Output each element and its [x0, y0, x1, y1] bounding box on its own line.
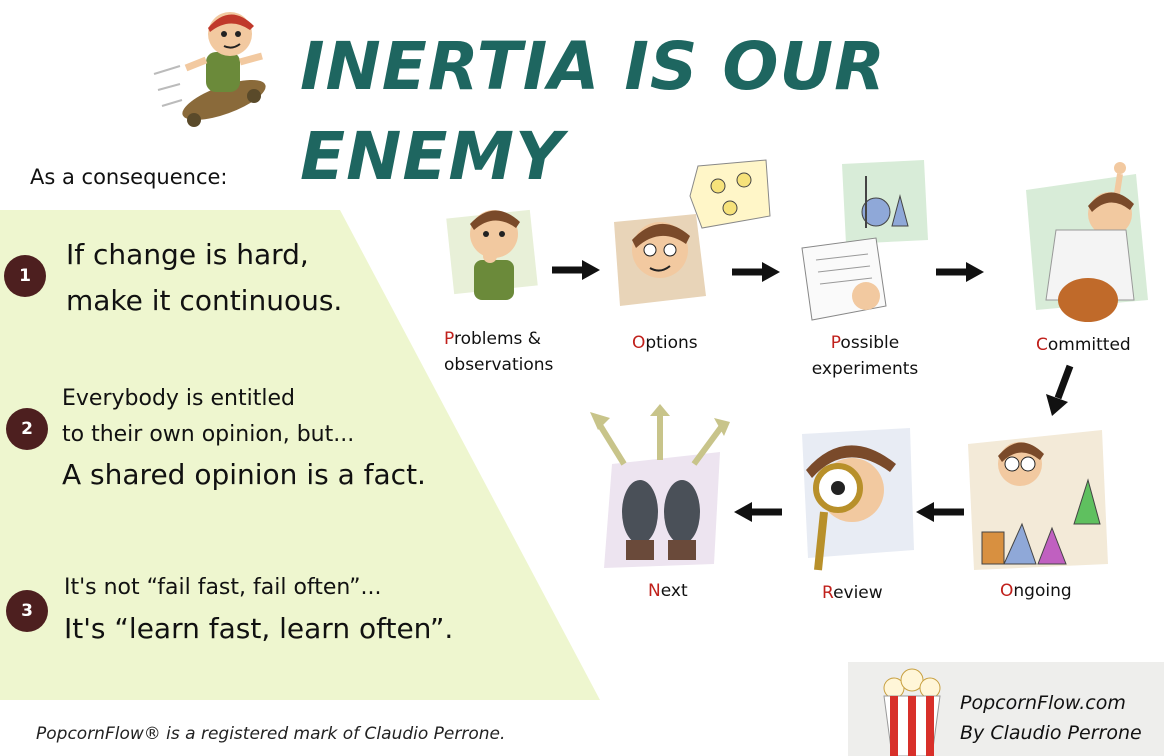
step-text: ext — [660, 581, 688, 601]
committed-scientist-icon — [1026, 162, 1148, 322]
point-2-line-2: to their own opinion, but... — [62, 422, 355, 447]
point-3-line-2: It's “learn fast, learn often”. — [64, 612, 454, 645]
intro-text: As a consequence: — [30, 165, 228, 189]
step-label-review: Review — [822, 580, 883, 606]
brand-author: By Claudio Perrone — [960, 722, 1142, 744]
popcorn-icon — [883, 668, 941, 756]
step-initial: C — [1036, 335, 1048, 355]
step-text: ossible — [840, 333, 900, 353]
step-text: ommitted — [1047, 335, 1131, 355]
brand-site[interactable]: PopcornFlow.com — [960, 692, 1126, 714]
step-label-committed: Committed — [1036, 332, 1131, 358]
step-label-possible: Possible experiments — [808, 330, 922, 382]
step-text: eview — [833, 583, 883, 603]
step-label-options: Options — [632, 330, 698, 356]
step-text: ptions — [645, 333, 698, 353]
step-label-ongoing: Ongoing — [1000, 578, 1072, 604]
arrow-committed-to-ongoing — [1046, 364, 1074, 416]
experiments-lab-icon — [801, 160, 928, 321]
page-title: INERTIA IS OUR ENEMY — [300, 28, 886, 195]
step-label-next: Next — [648, 578, 688, 604]
next-feet-arrows-icon — [590, 404, 730, 568]
point-1-line-2: make it continuous. — [66, 284, 343, 317]
step-text-line-2: experiments — [811, 359, 919, 379]
brand-text: PopcornFlow.com By Claudio Perrone — [960, 688, 1142, 748]
point-3-badge: 3 — [6, 590, 48, 632]
step-initial: P — [444, 329, 454, 349]
point-1-line-1: If change is hard, — [66, 238, 309, 271]
step-label-problems: Problems & observations — [444, 326, 553, 378]
step-initial: O — [1000, 581, 1014, 601]
arrow-options-to-possible — [732, 262, 780, 282]
arrow-possible-to-committed — [936, 262, 984, 282]
skateboarder-mascot-illustration — [153, 12, 266, 127]
arrow-problems-to-options — [552, 260, 600, 280]
point-2-badge: 2 — [6, 408, 48, 450]
step-text: roblems & — [453, 329, 542, 349]
footnote: PopcornFlow® is a registered mark of Cla… — [36, 724, 506, 744]
review-magnifier-icon — [802, 428, 914, 571]
point-3-line-1: It's not “fail fast, fail often”... — [64, 575, 382, 600]
arrow-review-to-next — [734, 502, 782, 522]
step-text: ngoing — [1013, 581, 1072, 601]
step-text-line-2: observations — [444, 355, 554, 375]
step-initial: R — [822, 583, 834, 603]
problems-character-icon — [446, 209, 538, 300]
step-initial: N — [648, 581, 661, 601]
ongoing-lab-icon — [968, 430, 1108, 570]
step-initial: O — [632, 333, 646, 353]
point-1-badge: 1 — [4, 255, 46, 297]
point-2-line-1: Everybody is entitled — [62, 386, 295, 411]
options-character-icon — [614, 159, 771, 306]
point-2-line-3: A shared opinion is a fact. — [62, 458, 426, 491]
step-initial: P — [830, 333, 841, 353]
arrow-ongoing-to-review — [916, 502, 964, 522]
